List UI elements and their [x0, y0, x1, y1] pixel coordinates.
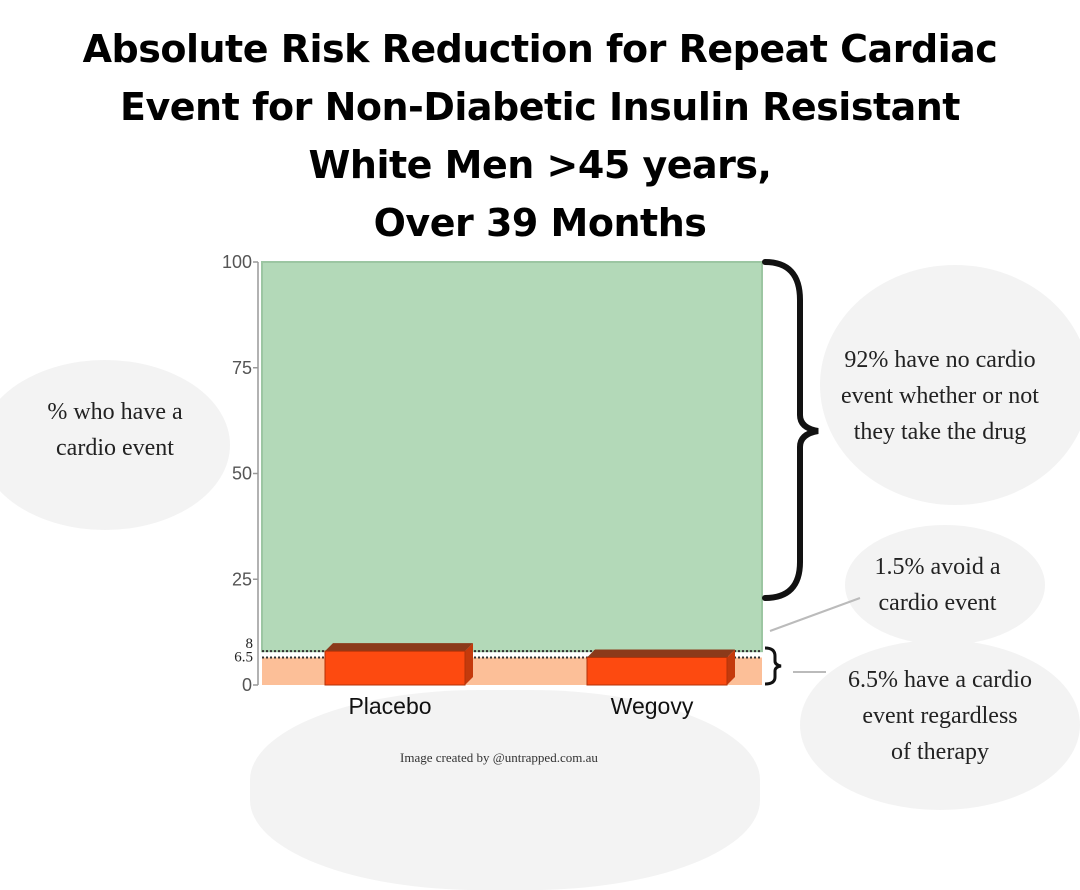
y-tick-label: 50	[232, 464, 252, 484]
y-tick-label: 8	[246, 636, 254, 652]
annotation-line: they take the drug	[853, 419, 1027, 445]
category-labels: Placebo Wegovy	[348, 693, 693, 719]
y-tick-label: 0	[242, 675, 252, 695]
avoid-event-annotation: 1.5% avoid a cardio event	[840, 549, 1035, 621]
annotation-line: 92% have no cardio	[844, 347, 1036, 373]
background-bubble	[820, 265, 1080, 505]
annotation-line: of therapy	[891, 739, 989, 765]
y-axis: 0 25 50 75 100 6.58	[222, 252, 259, 695]
no-event-annotation: 92% have no cardio event whether or not …	[810, 342, 1070, 450]
small-brace-icon	[764, 646, 782, 686]
y-tick-label: 75	[232, 358, 252, 378]
annotation-line: event regardless	[862, 703, 1018, 729]
title-line: Over 39 Months	[373, 201, 707, 245]
pointer-line	[769, 597, 861, 632]
large-brace-icon	[762, 259, 819, 601]
bar-top	[325, 643, 473, 652]
bars	[324, 643, 735, 686]
brackets	[762, 259, 861, 686]
bar-side	[465, 643, 473, 685]
title-line: White Men >45 years,	[308, 143, 772, 187]
y-tick-label: 25	[232, 569, 252, 589]
annotation-line: event whether or not	[841, 383, 1039, 409]
chart-bands	[261, 261, 763, 685]
annotation-line: 6.5% have a cardio	[848, 667, 1032, 693]
annotation-line: cardio event	[878, 590, 997, 616]
y-tick-label: 6.5	[234, 650, 253, 666]
green-band	[261, 261, 763, 653]
title-line: Event for Non-Diabetic Insulin Resistant	[120, 85, 960, 129]
bar	[586, 657, 728, 686]
annotation-line: % who have a	[47, 399, 183, 425]
background-bubble	[0, 360, 230, 530]
y-tick-label: 100	[222, 252, 252, 272]
annotation-line: cardio event	[56, 435, 174, 461]
background-bubble	[800, 640, 1080, 810]
category-label: Wegovy	[611, 693, 694, 719]
bar-side	[727, 649, 735, 685]
annotation-line: 1.5% avoid a	[874, 554, 1001, 580]
background-bubble	[845, 525, 1045, 645]
bar-top	[587, 649, 735, 658]
category-label: Placebo	[348, 693, 431, 719]
regardless-annotation: 6.5% have a cardio event regardless of t…	[820, 662, 1060, 770]
bar-chart: 0 25 50 75 100 6.58 Placebo Wegovy	[222, 252, 861, 719]
image-credit: Image created by @untrapped.com.au	[400, 750, 598, 765]
chart-title: Absolute Risk Reduction for Repeat Cardi…	[0, 20, 1080, 252]
y-axis-annotation: % who have a cardio event	[20, 394, 210, 466]
bar	[324, 650, 466, 686]
title-line: Absolute Risk Reduction for Repeat Cardi…	[82, 27, 998, 71]
